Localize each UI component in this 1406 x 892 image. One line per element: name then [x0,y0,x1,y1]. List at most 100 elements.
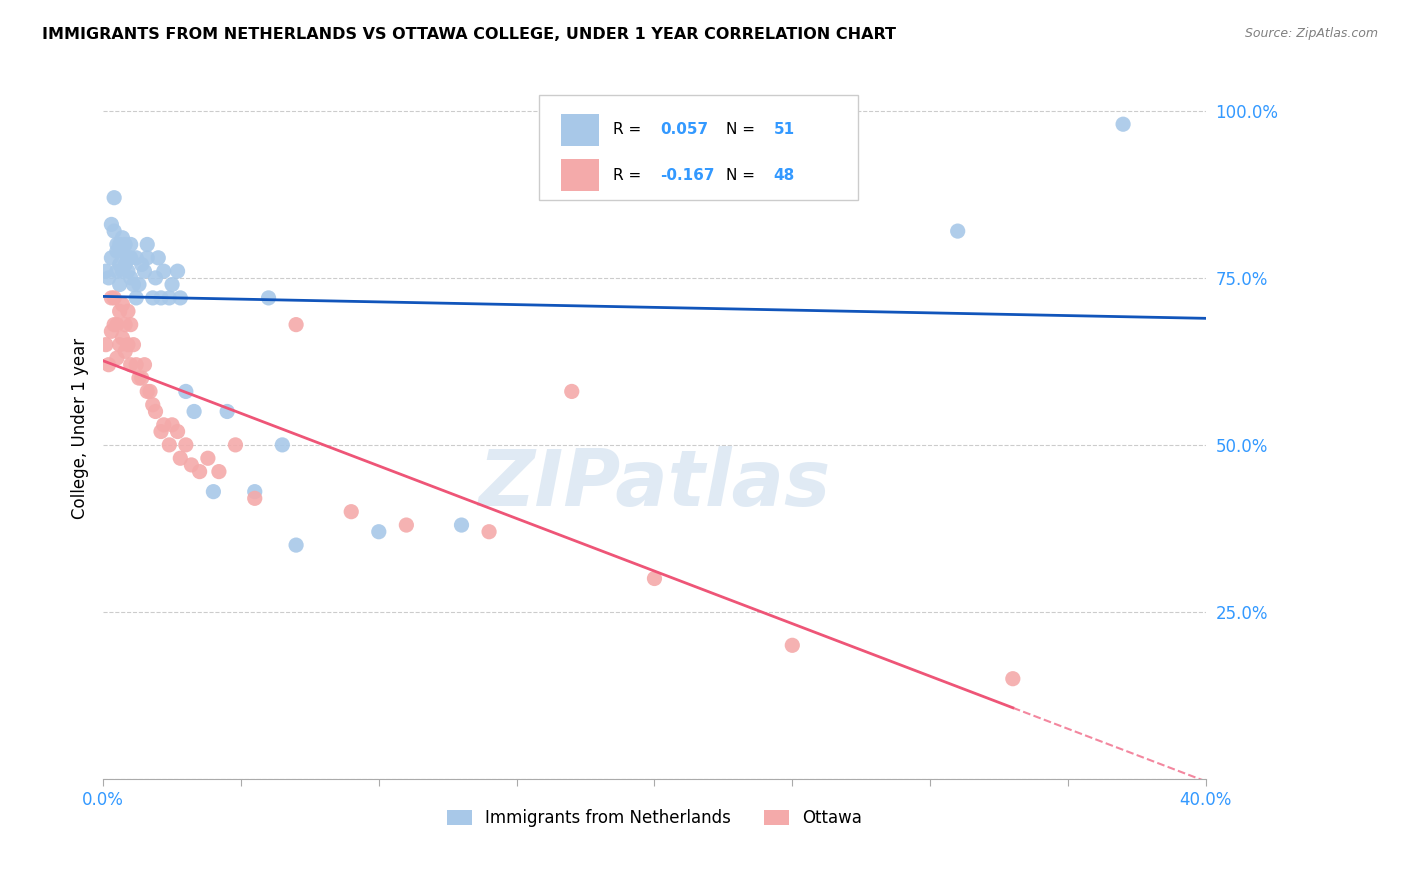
Point [224,438,246,452]
Point [105,237,128,252]
Point [180,458,202,472]
Point [150,291,173,305]
Point [136,384,159,399]
FancyBboxPatch shape [538,95,859,200]
Point [97,358,120,372]
Point [105,264,128,278]
Point [117,337,139,351]
Point [114,258,136,272]
Point [166,264,188,278]
Point [183,404,205,418]
Point [120,237,142,252]
Point [100,324,122,338]
Point [108,277,131,292]
Point [108,237,131,252]
Point [131,258,153,272]
Point [122,277,145,292]
Point [561,384,583,399]
Point [946,224,969,238]
Text: R =: R = [613,168,645,183]
Point [208,465,231,479]
Text: R =: R = [613,122,645,137]
Point [188,465,211,479]
Point [174,384,197,399]
Point [197,451,219,466]
Text: Source: ZipAtlas.com: Source: ZipAtlas.com [1244,27,1378,40]
Point [157,291,180,305]
Point [108,304,131,318]
Point [111,244,134,259]
Point [94,264,117,278]
Point [152,264,174,278]
Point [120,358,142,372]
Point [103,291,125,305]
Point [150,425,173,439]
Point [125,358,148,372]
Point [128,371,150,385]
Point [340,505,363,519]
Point [114,344,136,359]
Point [145,404,167,418]
Point [782,638,804,652]
Point [105,318,128,332]
Point [160,417,183,432]
Point [111,297,134,311]
Point [160,277,183,292]
Point [117,264,139,278]
Legend: Immigrants from Netherlands, Ottawa: Immigrants from Netherlands, Ottawa [440,803,869,834]
Point [1112,117,1135,131]
Point [257,291,280,305]
Point [120,318,142,332]
Point [643,572,665,586]
Point [395,518,418,533]
Point [108,258,131,272]
Point [131,371,153,385]
Point [100,251,122,265]
Point [100,291,122,305]
Point [120,251,142,265]
Point [174,438,197,452]
Point [114,318,136,332]
Point [120,271,142,285]
Point [108,337,131,351]
Point [114,237,136,252]
Point [111,331,134,345]
Text: 48: 48 [773,168,794,183]
Text: IMMIGRANTS FROM NETHERLANDS VS OTTAWA COLLEGE, UNDER 1 YEAR CORRELATION CHART: IMMIGRANTS FROM NETHERLANDS VS OTTAWA CO… [42,27,896,42]
Point [103,191,125,205]
Point [285,538,308,552]
Point [243,491,266,506]
Point [122,337,145,351]
Point [142,291,165,305]
Point [128,277,150,292]
Point [100,218,122,232]
Text: N =: N = [725,168,761,183]
Point [117,251,139,265]
Point [111,231,134,245]
Point [117,304,139,318]
Point [157,438,180,452]
Point [478,524,501,539]
Point [139,384,162,399]
FancyBboxPatch shape [561,113,599,146]
Point [450,518,472,533]
Point [271,438,294,452]
Point [94,337,117,351]
Point [142,398,165,412]
Point [136,251,159,265]
Text: 0.057: 0.057 [659,122,709,137]
FancyBboxPatch shape [561,159,599,191]
Point [243,484,266,499]
Point [136,237,159,252]
Point [134,264,156,278]
Point [148,251,170,265]
Point [105,244,128,259]
Point [169,451,191,466]
Point [125,291,148,305]
Point [103,318,125,332]
Text: N =: N = [725,122,761,137]
Point [111,264,134,278]
Y-axis label: College, Under 1 year: College, Under 1 year [72,337,89,519]
Text: 51: 51 [773,122,794,137]
Point [285,318,308,332]
